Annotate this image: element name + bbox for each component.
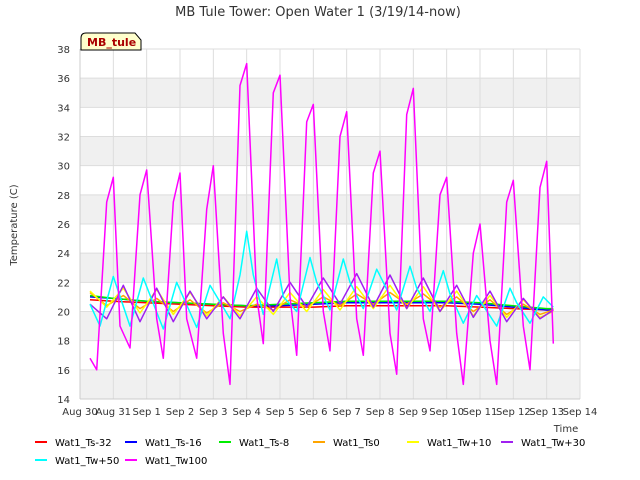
y-tick-label: 36 bbox=[57, 74, 70, 85]
axes bbox=[79, 49, 580, 400]
band bbox=[80, 194, 580, 224]
x-tick-label: Sep 10 bbox=[429, 407, 464, 418]
legend-label: Wat1_Ts-32 bbox=[55, 438, 112, 449]
series-line-Wat1_Tw+30 bbox=[89, 272, 554, 323]
x-tick-label: Sep 2 bbox=[166, 407, 194, 418]
y-tick-label: 38 bbox=[57, 45, 70, 56]
y-tick-label: 26 bbox=[57, 220, 70, 231]
chart-title: MB Tule Tower: Open Water 1 (3/19/14-now… bbox=[175, 5, 461, 20]
x-tick-label: Aug 30 bbox=[62, 407, 97, 418]
station-label-tag bbox=[80, 32, 142, 51]
x-tick-label: Aug 31 bbox=[96, 407, 131, 418]
band bbox=[80, 136, 580, 166]
legend-label: Wat1_Ts0 bbox=[333, 438, 380, 449]
x-tick-label: Sep 11 bbox=[463, 407, 498, 418]
station-label: MB_tule bbox=[87, 36, 136, 49]
y-tick-label: 28 bbox=[57, 191, 70, 202]
legend-label: Wat1_Tw+10 bbox=[427, 438, 491, 449]
y-axis-label: Temperature (C) bbox=[9, 184, 20, 266]
station-label-box: MB_tule bbox=[80, 32, 142, 51]
x-tick-label: Sep 9 bbox=[399, 407, 427, 418]
legend: Wat1_Ts-32 Wat1_Ts-16 Wat1_Ts-8 Wat1_Ts0 Wat… bbox=[35, 438, 585, 467]
band bbox=[80, 369, 580, 399]
y-tick-label: 32 bbox=[57, 133, 70, 144]
x-axis-label: Time bbox=[553, 424, 578, 435]
legend-label: Wat1_Ts-8 bbox=[239, 438, 289, 449]
y-tick-label: 16 bbox=[57, 366, 70, 377]
legend-label: Wat1_Tw+50 bbox=[55, 456, 119, 467]
x-tick-label: Sep 14 bbox=[563, 407, 598, 418]
series-lines bbox=[89, 62, 555, 386]
y-tick-label: 34 bbox=[57, 103, 70, 114]
y-tick-label: 14 bbox=[57, 395, 70, 406]
y-tick-label: 22 bbox=[57, 278, 70, 289]
legend-label: Wat1_Tw100 bbox=[145, 456, 207, 467]
x-tick-label: Sep 12 bbox=[496, 407, 531, 418]
y-tick-label: 20 bbox=[57, 308, 70, 319]
legend-label: Wat1_Ts-16 bbox=[145, 438, 202, 449]
x-tick-label: Sep 5 bbox=[266, 407, 294, 418]
band bbox=[80, 78, 580, 108]
x-tick-label: Sep 8 bbox=[366, 407, 394, 418]
x-tick-label: Sep 13 bbox=[529, 407, 564, 418]
x-tick-label: Sep 6 bbox=[299, 407, 327, 418]
y-ticks: 14 16 18 20 22 24 26 28 30 32 34 36 38 bbox=[57, 45, 70, 406]
x-tick-label: Sep 7 bbox=[332, 407, 360, 418]
x-tick-label: Sep 1 bbox=[132, 407, 160, 418]
series-line-Wat1_Tw100 bbox=[89, 62, 555, 386]
x-tick-label: Sep 4 bbox=[232, 407, 260, 418]
band bbox=[80, 253, 580, 283]
y-tick-label: 18 bbox=[57, 337, 70, 348]
x-tick-label: Sep 3 bbox=[199, 407, 227, 418]
y-tick-label: 24 bbox=[57, 249, 70, 260]
legend-label: Wat1_Tw+30 bbox=[521, 438, 585, 449]
y-tick-label: 30 bbox=[57, 162, 70, 173]
